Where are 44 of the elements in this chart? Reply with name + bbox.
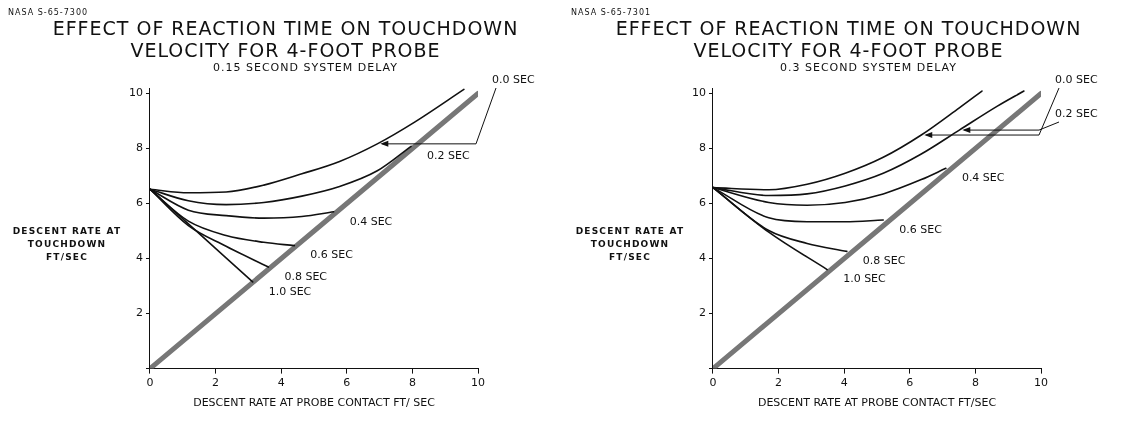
series-label: 0.4 SEC: [961, 171, 1005, 185]
x-tick-label: 8: [408, 376, 416, 390]
x-tick-label: 6: [906, 376, 914, 390]
x-tick-label: 6: [343, 376, 351, 390]
text: 0.0 SEC: [492, 72, 535, 86]
y-tick-label: 4: [699, 251, 706, 265]
y-tick-label: 10: [692, 86, 706, 100]
y-tick-label: 4: [136, 251, 143, 265]
y-axis-title: DESCENT RATE AT TOUCHDOWN FT/SEC: [11, 224, 123, 264]
series-label: 0.8 SEC: [284, 269, 328, 283]
series-label: 0.6 SEC: [310, 248, 354, 262]
series-label: 1.0 SEC: [268, 284, 312, 298]
x-tick-label: 10: [471, 376, 485, 390]
series-label: 0.6 SEC: [899, 222, 943, 236]
text: 0.2 SEC: [1055, 106, 1098, 120]
y-tick-label: 10: [129, 86, 143, 100]
series-label: 0.2 SEC: [427, 149, 471, 163]
x-axis-title: DESCENT RATE AT PROBE CONTACT FT/SEC: [757, 396, 997, 410]
y-axis-title: DESCENT RATE AT TOUCHDOWN FT/SEC: [574, 224, 686, 264]
series-label: 1.0 SEC: [843, 272, 887, 286]
series-label: 0.4 SEC: [349, 214, 393, 228]
y-tick-label: 6: [699, 196, 706, 210]
x-tick-label: 0: [709, 376, 717, 390]
text: NASA S-65-7301: [571, 8, 653, 17]
chart-title: EFFECT OF REACTION TIME ON TOUCHDOWN VELOCITY FOR 4-FOOT PROBE: [614, 17, 1083, 61]
y-tick-label: 8: [699, 141, 706, 155]
text: NASA S-65-7300: [8, 8, 90, 17]
y-tick-label: 6: [136, 196, 143, 210]
x-axis-title: DESCENT RATE AT PROBE CONTACT FT/ SEC: [193, 396, 436, 410]
x-tick-label: 2: [212, 376, 220, 390]
x-tick-label: 2: [775, 376, 783, 390]
chart-subtitle: 0.3 SECOND SYSTEM DELAY: [779, 61, 958, 74]
x-tick-label: 4: [277, 376, 285, 390]
x-tick-label: 4: [840, 376, 848, 390]
chart-subtitle: 0.15 SECOND SYSTEM DELAY: [212, 61, 399, 74]
y-tick-label: 2: [136, 306, 143, 320]
x-tick-label: 0: [146, 376, 154, 390]
text: 0.0 SEC: [1055, 72, 1098, 86]
y-tick-label: 2: [699, 306, 706, 320]
y-tick-label: 8: [136, 141, 143, 155]
x-tick-label: 10: [1034, 376, 1048, 390]
series-label: 0.8 SEC: [862, 254, 906, 268]
x-tick-label: 8: [971, 376, 979, 390]
chart-title: EFFECT OF REACTION TIME ON TOUCHDOWN VELOCITY FOR 4-FOOT PROBE: [51, 17, 520, 61]
